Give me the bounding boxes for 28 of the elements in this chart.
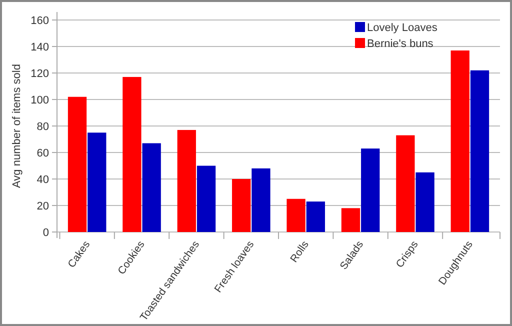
bar: [341, 208, 360, 232]
bar: [416, 172, 434, 232]
bar: [361, 148, 380, 232]
y-tick-label: 100: [30, 94, 49, 106]
bar: [252, 168, 270, 232]
bar: [450, 50, 470, 232]
y-tick-label: 20: [36, 200, 49, 212]
bar: [306, 202, 325, 232]
bar: [177, 130, 196, 232]
y-tick-label: 60: [36, 147, 49, 160]
bar: [232, 179, 251, 232]
bar: [286, 198, 306, 232]
y-tick-label: 120: [30, 68, 49, 80]
bar: [396, 135, 415, 232]
bar: [68, 96, 87, 232]
y-tick-label: 140: [30, 41, 49, 54]
y-tick-label: 0: [42, 226, 49, 239]
bar: [470, 70, 490, 232]
y-tick-label: 160: [30, 14, 49, 27]
y-tick-label: 80: [36, 120, 49, 133]
y-axis-title: Avg number of items sold: [11, 64, 23, 188]
bar: [196, 166, 216, 232]
bar: [142, 143, 161, 232]
y-tick-label: 40: [36, 174, 49, 186]
legend-label: Lovely Loaves: [367, 22, 438, 34]
bar: [88, 132, 106, 232]
bar: [122, 76, 142, 232]
legend-label: Bernie's buns: [367, 38, 434, 50]
